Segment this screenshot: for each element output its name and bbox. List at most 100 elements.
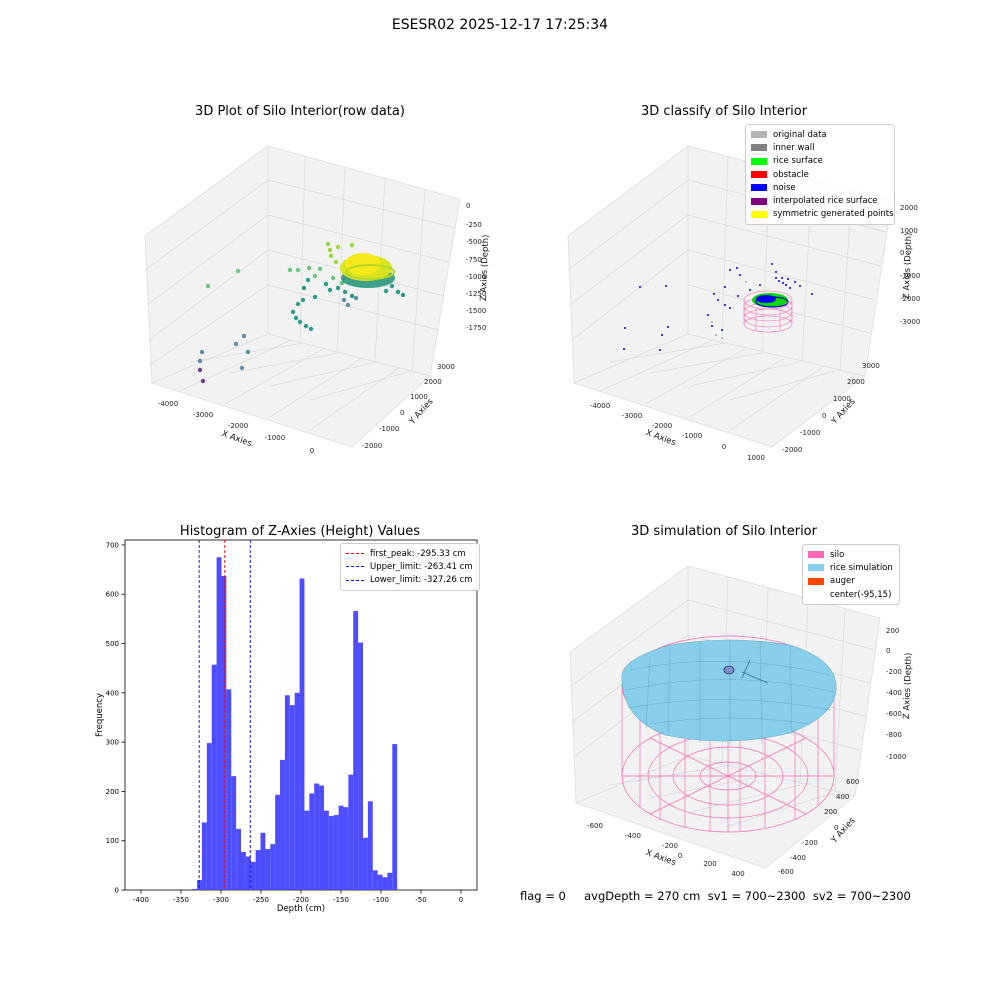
histogram-bar — [294, 692, 300, 890]
br-xtick: -600 — [587, 822, 603, 830]
legend-item: auger — [808, 575, 894, 588]
histogram-xtick-label: -350 — [173, 896, 189, 904]
br-floor-pane — [574, 755, 856, 869]
tr-xtick: 0 — [722, 443, 726, 451]
legend-swatch — [751, 157, 767, 165]
histogram-ylabel: Frequency — [95, 693, 105, 737]
histogram-bar — [367, 801, 373, 890]
legend-label: rice surface — [773, 156, 823, 167]
legend-label: silo — [830, 549, 845, 560]
br-ztick: -800 — [886, 731, 902, 739]
legend-swatch — [808, 577, 824, 585]
tr-ytick: 3000 — [862, 362, 880, 370]
tl-ztick: -750 — [466, 256, 482, 264]
legend-swatch — [808, 551, 824, 559]
center-marker — [723, 659, 769, 684]
histogram-ytick-label: 100 — [106, 837, 119, 845]
tr-xtick: -3000 — [622, 412, 642, 420]
tl-ztick: 0 — [466, 202, 470, 210]
panel-tl-title: 3D Plot of Silo Interior(row data) — [195, 104, 405, 119]
histogram-bar — [211, 664, 217, 890]
tr-ytick: -1000 — [800, 429, 820, 437]
tl-ztick: -1500 — [466, 307, 486, 315]
tr-ytick: 1000 — [833, 395, 851, 403]
panel-tl-3d-axes: -4000 -3000 -2000 -1000 0 -2000 -1000 0 … — [144, 145, 491, 455]
legend-item: silo — [808, 548, 894, 561]
legend-label: noise — [773, 182, 796, 193]
legend-label: Lower_limit: -327.26 cm — [370, 575, 473, 586]
legend-swatch — [751, 197, 767, 205]
legend-item: first_peak: -295.33 cm — [346, 547, 474, 560]
histogram-ytick-label: 500 — [106, 640, 119, 648]
histogram-bar — [201, 822, 207, 890]
histogram-bar — [358, 642, 363, 890]
legend-label: Upper_limit: -263.41 cm — [370, 561, 473, 572]
tl-ytick: -2000 — [362, 442, 382, 450]
tr-ytick: -2000 — [782, 446, 802, 454]
histogram-bar — [343, 807, 349, 890]
tl-floor-pane — [150, 333, 431, 448]
br-ztick: 0 — [886, 647, 890, 655]
br-zlabel: Z Axies (Depth) — [902, 652, 914, 719]
tl-scatter — [197, 241, 406, 384]
legend-swatch — [751, 171, 767, 179]
histogram-bar — [372, 870, 378, 890]
histogram-bar — [387, 872, 393, 890]
br-ytick: 200 — [824, 808, 837, 816]
br-ztick: -1000 — [886, 753, 906, 761]
histogram-bar — [270, 844, 276, 890]
histogram-bar — [250, 861, 256, 890]
status-footer: flag = 0 avgDepth = 270 cm sv1 = 700~230… — [520, 889, 911, 903]
tl-xtick: -2000 — [228, 422, 248, 430]
histogram-bar — [216, 557, 222, 890]
legend-label: original data — [773, 129, 827, 140]
legend-label: center(-95,15) — [830, 589, 892, 600]
histogram-xtick-label: -150 — [333, 896, 349, 904]
histogram-ytick-label: 300 — [106, 739, 119, 747]
legend-swatch — [751, 131, 767, 139]
legend-label: symmetric generated points — [773, 209, 894, 220]
tl-xtick: -1000 — [265, 434, 285, 442]
histogram-ytick-label: 0 — [115, 887, 119, 895]
legend-line — [346, 566, 364, 568]
tl-ztick: -1250 — [466, 290, 486, 298]
histogram-xtick-label: -400 — [133, 896, 149, 904]
legend-swatch — [751, 210, 767, 218]
legend-label: inner wall — [773, 142, 815, 153]
histogram-bar — [323, 810, 329, 890]
br-xtick: -400 — [625, 832, 641, 840]
histogram-xtick-label: 0 — [459, 896, 463, 904]
legend-swatch — [751, 184, 767, 192]
panel-br-title: 3D simulation of Silo Interior — [631, 524, 817, 539]
tr-xtick: -2000 — [652, 422, 672, 430]
tr-xtick: -1000 — [682, 432, 702, 440]
histogram-bar — [226, 689, 232, 890]
tl-ztick: -1000 — [466, 273, 486, 281]
br-xlabel: X Axies — [644, 848, 677, 868]
legend-item: rice surface — [751, 155, 889, 168]
tr-ztick: -1000 — [900, 272, 920, 280]
histogram-bar — [319, 785, 324, 890]
histogram-bar — [206, 743, 212, 890]
figure-title: ESESR02 2025-12-17 17:25:34 — [391, 17, 609, 33]
tr-ytick: 2000 — [847, 378, 865, 386]
histogram-bar — [333, 815, 339, 890]
tl-xtick: 0 — [310, 447, 314, 455]
panel-br-3d-axes: -600 -400 -200 0 200 400 -600 -400 -200 … — [569, 565, 914, 878]
br-ztick: 200 — [886, 627, 899, 635]
legend-swatch — [808, 591, 824, 598]
histogram-bar — [328, 816, 334, 890]
legend-label: rice simulation — [830, 562, 893, 573]
histogram-bar — [284, 695, 290, 890]
tl-ztick: -250 — [466, 221, 482, 229]
histogram-bar — [241, 852, 246, 890]
histogram-ytick-label: 600 — [106, 591, 119, 599]
rice-mesh — [625, 640, 835, 745]
panel-br-legend: silo rice simulation auger center(-95,15… — [802, 544, 900, 606]
tr-xtick: -4000 — [590, 402, 610, 410]
tr-ztick: -3000 — [900, 318, 920, 326]
br-xtick: 0 — [678, 852, 682, 860]
rice-surface — [621, 639, 837, 742]
histogram-bar — [309, 793, 315, 890]
tl-xtick: -4000 — [158, 400, 178, 408]
